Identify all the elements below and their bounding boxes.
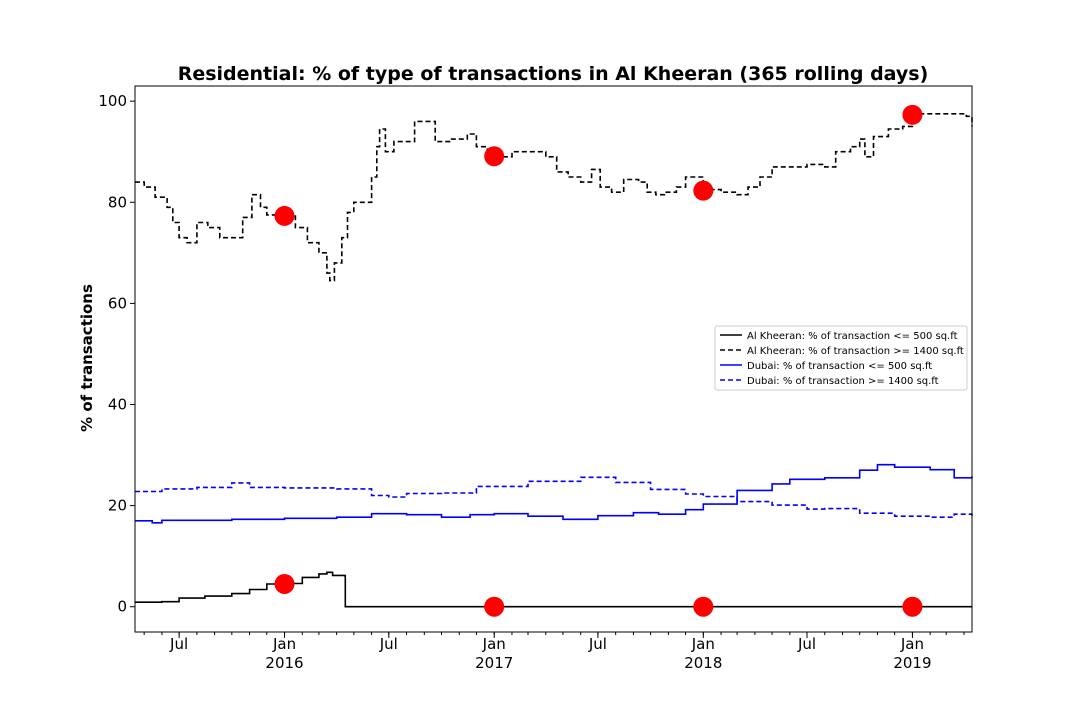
x-tick-label: Jan [272, 635, 296, 653]
marker-point [693, 596, 714, 617]
marker-point [902, 104, 923, 125]
y-axis: 0 20 40 60 80 100 [98, 92, 135, 616]
y-tick-label: 60 [108, 294, 127, 312]
chart-title: Residential: % of type of transactions i… [178, 63, 929, 85]
x-tick-year-label: 2017 [475, 654, 513, 672]
x-tick-label: Jul [169, 635, 188, 653]
x-tick-year-label: 2016 [265, 654, 303, 672]
y-tick-label: 40 [108, 396, 127, 414]
y-axis-label: % of transactions [78, 284, 96, 432]
series-line-1 [135, 571, 972, 608]
legend-entry: Al Kheeran: % of transaction >= 1400 sq.… [747, 346, 964, 357]
y-tick-label: 100 [98, 92, 127, 110]
y-tick-label: 0 [117, 598, 127, 616]
marker-point [274, 205, 295, 226]
marker-layer [274, 104, 923, 617]
series-line-3 [135, 463, 973, 524]
marker-point [693, 180, 714, 201]
marker-point [274, 573, 295, 594]
x-tick-year-label: 2018 [684, 654, 722, 672]
x-tick-label: Jul [797, 635, 816, 653]
marker-point [484, 146, 505, 167]
marker-point [902, 596, 923, 617]
series-line-2 [135, 113, 973, 282]
legend: Al Kheeran: % of transaction <= 500 sq.f… [714, 325, 968, 391]
x-tick-label: Jan [691, 635, 715, 653]
x-tick-label: Jul [588, 635, 607, 653]
legend-entry: Dubai: % of transaction >= 1400 sq.ft [747, 376, 939, 387]
x-tick-label: Jul [379, 635, 398, 653]
marker-point [484, 596, 505, 617]
legend-entry: Al Kheeran: % of transaction <= 500 sq.f… [747, 331, 958, 342]
y-tick-label: 20 [108, 497, 127, 515]
series-line-4 [135, 476, 973, 518]
legend-box [714, 325, 968, 391]
x-tick-label: Jan [482, 635, 506, 653]
y-tick-label: 80 [108, 193, 127, 211]
x-tick-year-label: 2019 [893, 654, 931, 672]
legend-entry: Dubai: % of transaction <= 500 sq.ft [747, 361, 932, 372]
x-tick-label: Jan [900, 635, 924, 653]
plot-frame [134, 85, 973, 633]
